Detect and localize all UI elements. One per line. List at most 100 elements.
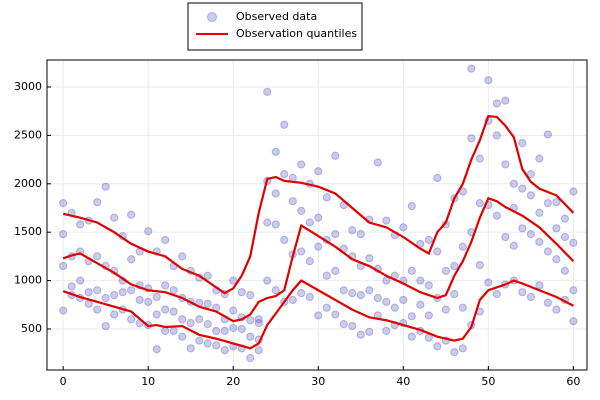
data-point <box>399 295 408 305</box>
data-point <box>509 241 518 250</box>
legend: Observed data Observation quantiles <box>187 2 363 51</box>
data-point <box>518 224 527 233</box>
data-point <box>93 305 102 314</box>
data-point <box>118 288 127 297</box>
data-point <box>246 353 255 363</box>
data-point <box>271 189 280 198</box>
quantile-line <box>62 114 575 295</box>
data-point <box>314 311 323 320</box>
data-point <box>484 278 493 287</box>
data-point <box>339 320 348 329</box>
data-point <box>433 247 442 256</box>
data-point <box>365 286 374 295</box>
data-point <box>543 298 552 307</box>
data-point <box>535 154 544 163</box>
data-point <box>67 282 76 291</box>
data-point <box>280 170 289 179</box>
data-point <box>552 224 561 233</box>
data-point <box>127 315 136 324</box>
data-point <box>433 173 442 183</box>
plot-frame <box>46 59 588 371</box>
data-point <box>382 297 391 306</box>
y-tick-label: 1000 <box>14 274 42 287</box>
data-point <box>161 235 170 245</box>
data-point <box>263 87 272 96</box>
data-point <box>161 305 170 314</box>
data-point <box>314 213 323 222</box>
data-point <box>365 254 374 263</box>
data-point <box>314 242 323 251</box>
data-point <box>127 286 136 295</box>
data-point <box>288 197 297 206</box>
x-tick-label: 30 <box>311 375 325 388</box>
data-point <box>416 276 425 285</box>
data-point <box>263 276 272 285</box>
data-point <box>467 134 476 143</box>
data-point <box>297 206 306 215</box>
data-point <box>475 199 484 208</box>
data-point <box>543 247 552 256</box>
data-point <box>518 288 527 297</box>
data-point <box>186 319 195 328</box>
data-point <box>424 281 433 290</box>
data-point <box>518 184 527 193</box>
data-point <box>76 220 85 229</box>
data-point <box>101 182 110 191</box>
data-point <box>263 218 272 227</box>
data-point <box>59 261 68 271</box>
data-point <box>560 232 569 242</box>
data-point <box>501 160 510 169</box>
x-tick-label: 20 <box>226 375 240 388</box>
x-tick-label: 60 <box>566 375 580 388</box>
data-point <box>424 311 433 320</box>
data-point <box>441 266 450 275</box>
data-point <box>484 76 493 85</box>
data-point <box>305 257 314 266</box>
data-point <box>178 252 187 261</box>
legend-box <box>187 2 363 51</box>
data-point <box>552 255 561 264</box>
data-point <box>110 290 119 300</box>
data-point <box>212 341 221 350</box>
data-point <box>229 306 238 315</box>
data-point <box>84 288 93 297</box>
data-point <box>382 326 391 335</box>
data-point <box>356 290 365 300</box>
data-point <box>297 247 306 256</box>
data-point <box>348 226 357 235</box>
data-point <box>518 139 527 148</box>
data-point <box>305 218 314 227</box>
data-point <box>246 290 255 300</box>
data-point <box>195 336 204 345</box>
data-point <box>458 344 467 353</box>
data-point <box>492 99 501 108</box>
data-point <box>373 293 382 303</box>
data-point <box>475 154 484 163</box>
data-point <box>178 332 187 341</box>
data-point <box>271 147 280 156</box>
data-point <box>348 321 357 331</box>
data-point <box>203 299 212 308</box>
data-point <box>365 327 374 336</box>
data-point <box>552 305 561 314</box>
data-point <box>390 303 399 312</box>
data-point <box>441 305 450 314</box>
data-point <box>560 214 569 223</box>
data-point <box>161 326 170 335</box>
data-point <box>169 307 178 316</box>
data-point <box>339 286 348 295</box>
data-point <box>271 220 280 229</box>
data-point <box>178 315 187 324</box>
data-point <box>526 230 535 239</box>
data-point <box>220 346 229 355</box>
x-tick-label: 10 <box>141 375 155 388</box>
data-point <box>280 120 289 129</box>
data-point <box>135 295 144 305</box>
data-point <box>331 266 340 275</box>
data-point <box>535 281 544 290</box>
data-point <box>229 276 238 285</box>
data-point <box>348 289 357 298</box>
legend-swatch <box>207 12 217 22</box>
y-tick-label: 2000 <box>14 177 42 190</box>
data-point <box>237 324 246 334</box>
